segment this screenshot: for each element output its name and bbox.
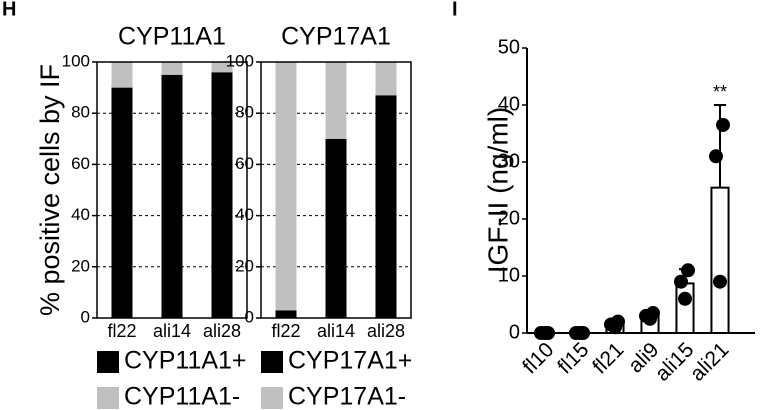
bar-segment xyxy=(275,62,297,311)
y-tick-label: 60 xyxy=(71,154,90,173)
y-tick-label: 50 xyxy=(498,36,520,58)
y-tick-label: 40 xyxy=(235,205,254,224)
panel-label: I xyxy=(452,0,458,20)
chart-title: CYP11A1 xyxy=(118,23,226,51)
x-tick-label: fl21 xyxy=(588,338,628,378)
bar-segment xyxy=(375,62,397,96)
y-tick-label: 60 xyxy=(235,154,254,173)
y-tick-label: 0 xyxy=(509,321,520,343)
legend-label: CYP11A1+ xyxy=(124,347,247,375)
legend-label: CYP11A1- xyxy=(124,383,240,410)
data-point xyxy=(674,274,688,289)
plot-frame xyxy=(260,61,412,319)
y-tick-label: 100 xyxy=(226,51,254,70)
y-tick-label: 80 xyxy=(71,103,90,122)
x-tick-label: fl10 xyxy=(518,338,558,378)
bar-segment xyxy=(375,95,397,318)
x-tick-label: ali14 xyxy=(153,321,191,341)
bar-segment xyxy=(325,62,347,139)
bar-segment xyxy=(275,310,297,318)
bar-segment xyxy=(211,72,233,319)
y-tick-label: 20 xyxy=(498,207,520,229)
legend-swatch xyxy=(261,387,283,409)
x-tick-label: fl22 xyxy=(107,321,136,341)
y-tick-label: 40 xyxy=(71,205,90,224)
data-point xyxy=(716,117,730,132)
y-tick-label: 10 xyxy=(498,264,520,286)
y-tick-label: 100 xyxy=(62,51,90,70)
y-tick-label: 0 xyxy=(245,307,254,326)
legend-swatch xyxy=(97,387,119,409)
x-tick-label: ali15 xyxy=(651,338,699,386)
panel-label: H xyxy=(2,0,16,20)
x-tick-label: ali28 xyxy=(367,321,405,341)
data-point xyxy=(681,263,695,278)
x-tick-label: fl22 xyxy=(271,321,300,341)
annotation: ** xyxy=(713,82,727,102)
y-tick-label: 40 xyxy=(498,93,520,115)
x-tick-label: ali14 xyxy=(317,321,355,341)
bar-segment xyxy=(161,62,183,75)
legend-label: CYP17A1- xyxy=(288,383,406,410)
data-point xyxy=(646,306,660,321)
bar xyxy=(710,186,730,334)
legend-swatch xyxy=(261,351,283,373)
bar-segment xyxy=(211,62,233,73)
y-tick-label: 20 xyxy=(71,256,90,275)
x-tick-label: ali21 xyxy=(686,338,734,386)
y-axis-label: % positive cells by IF xyxy=(35,64,65,316)
chart-title: CYP17A1 xyxy=(281,23,391,51)
bar-segment xyxy=(325,138,347,318)
y-tick-label: 20 xyxy=(235,256,254,275)
x-tick-label: fl15 xyxy=(553,338,593,378)
plot-frame xyxy=(96,61,248,319)
bar-segment xyxy=(111,87,133,318)
data-point xyxy=(713,274,727,289)
legend-swatch xyxy=(97,351,119,373)
bar xyxy=(675,282,695,335)
data-point xyxy=(611,314,625,329)
x-tick-label: ali28 xyxy=(203,321,241,341)
y-tick-label: 0 xyxy=(81,307,90,326)
bar-segment xyxy=(111,62,133,88)
y-axis-label: IGF-II (ng/ml) xyxy=(482,107,513,273)
data-point xyxy=(678,291,692,306)
y-tick-label: 80 xyxy=(235,103,254,122)
y-tick-label: 30 xyxy=(498,150,520,172)
bar-segment xyxy=(161,74,183,318)
data-point xyxy=(709,149,723,164)
legend-label: CYP17A1+ xyxy=(288,347,412,375)
